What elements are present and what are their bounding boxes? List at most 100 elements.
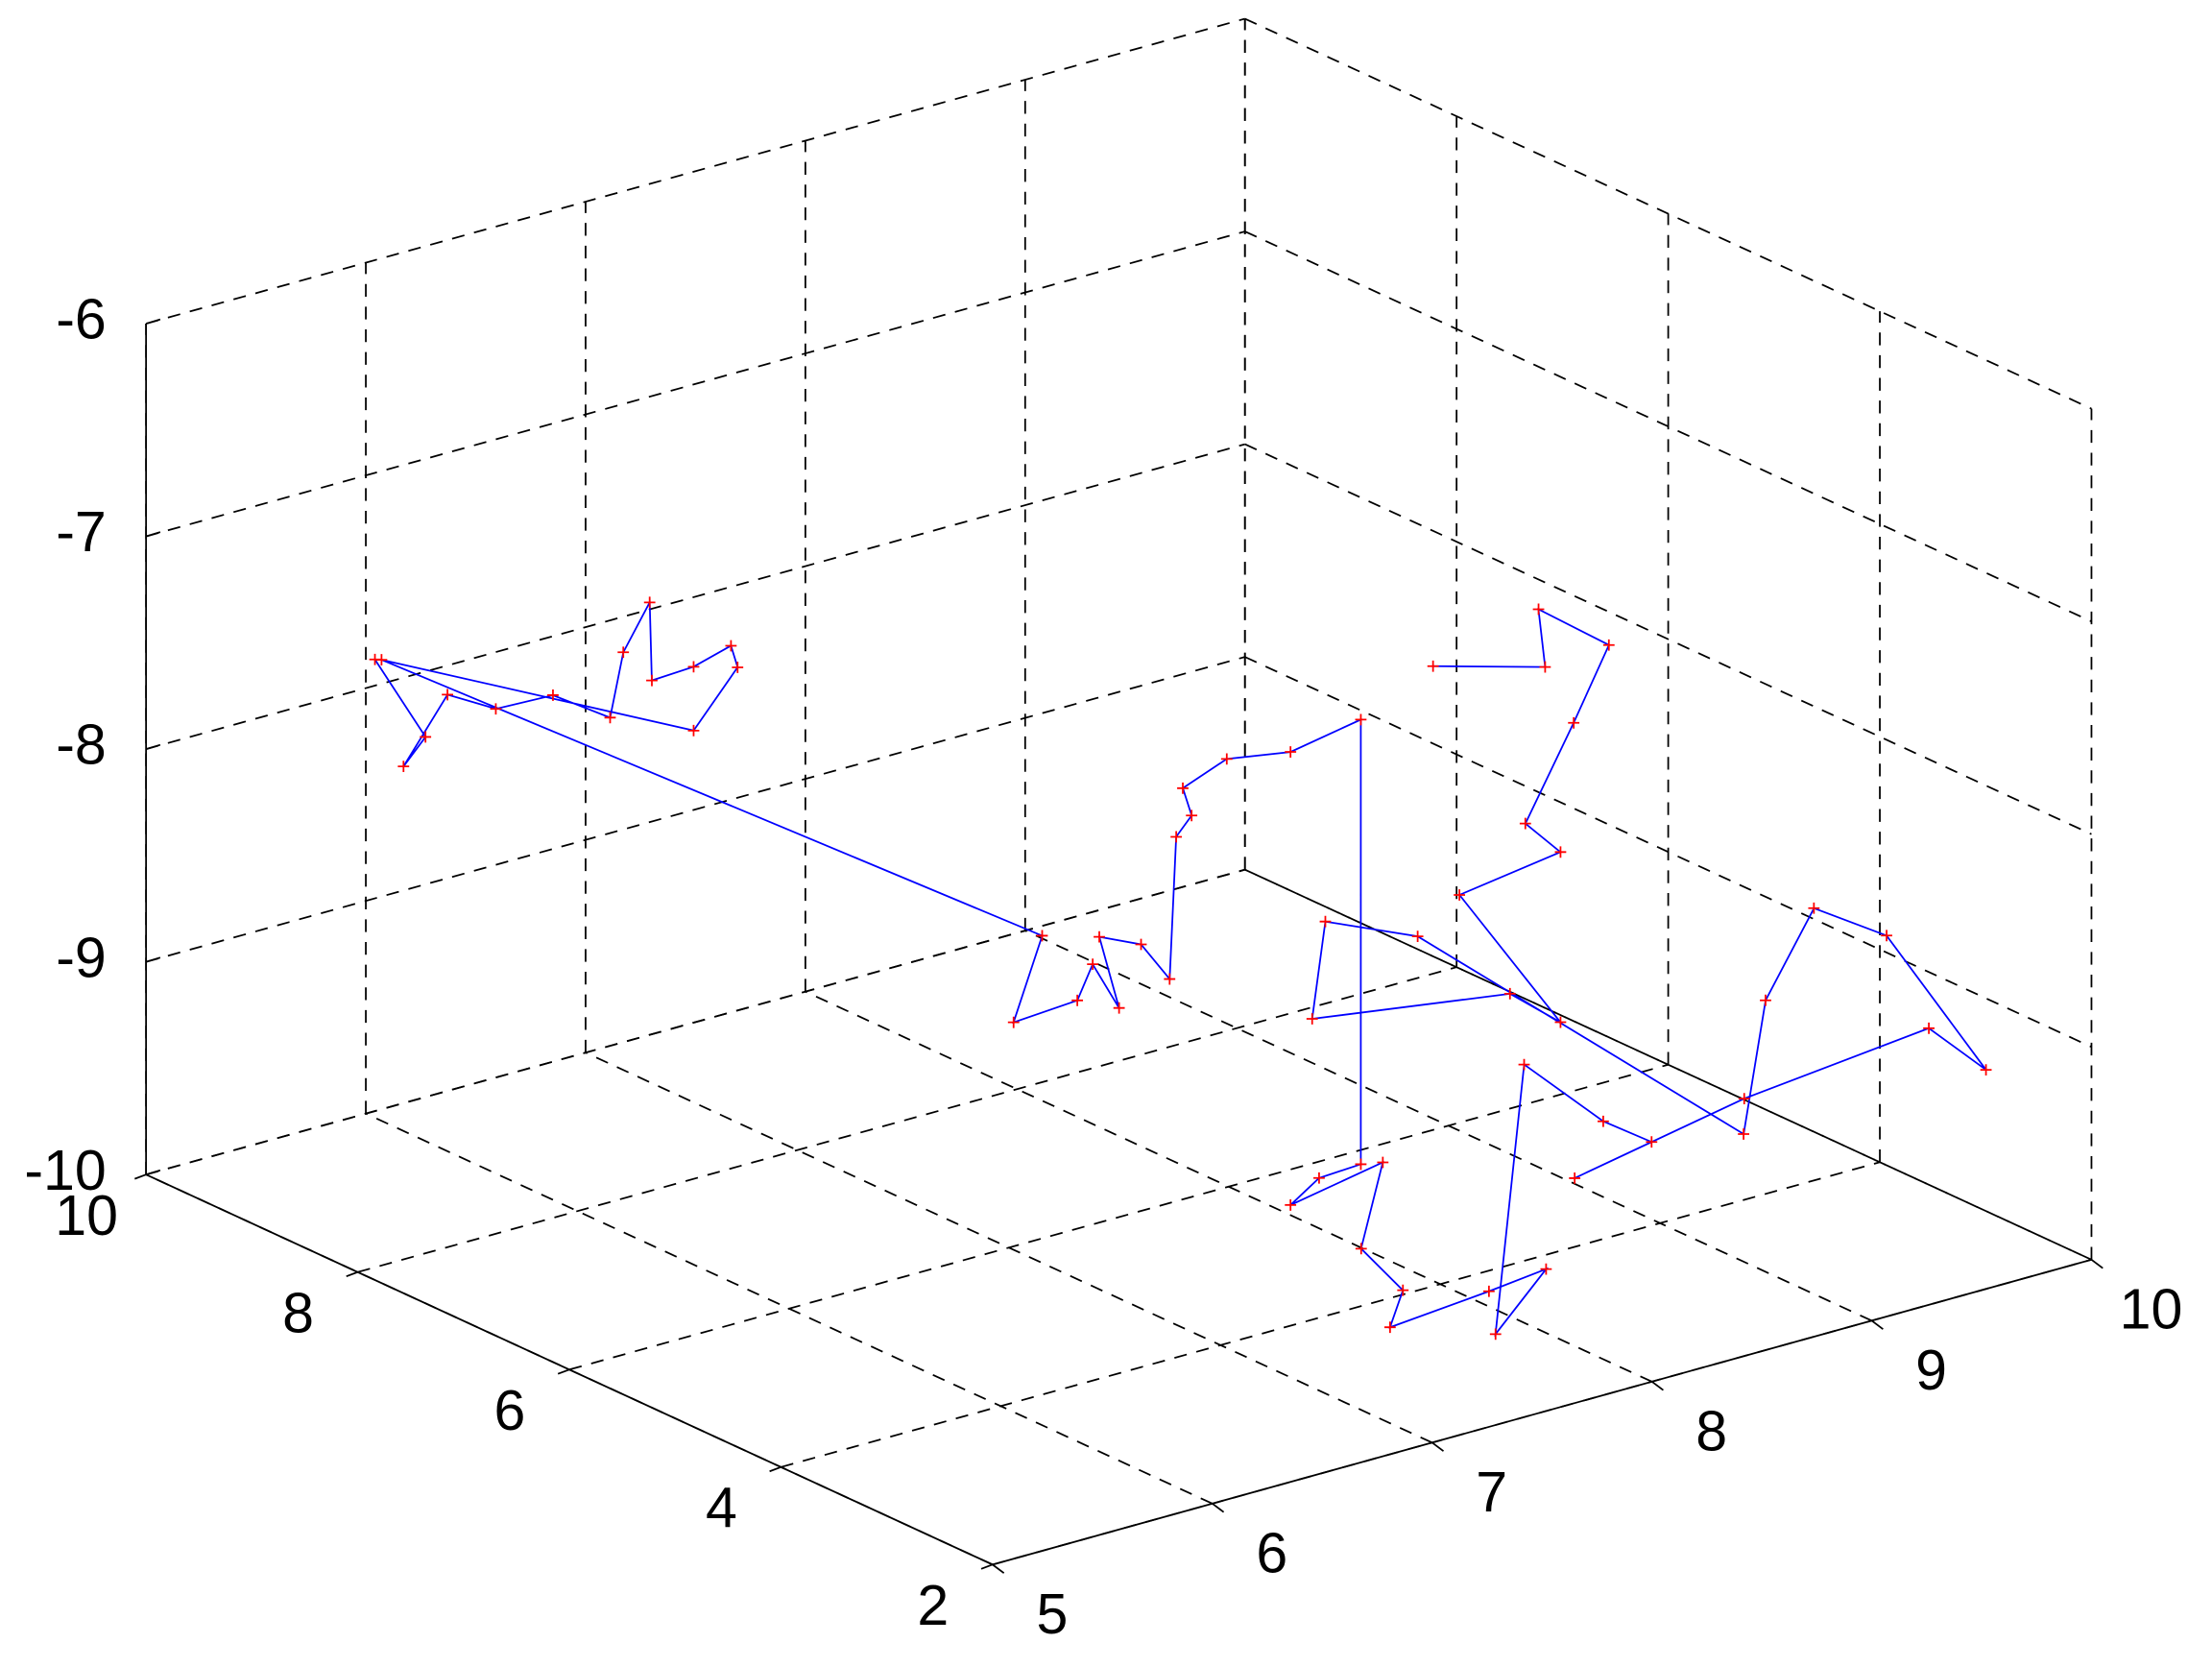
y-tick-label: 2: [917, 1574, 949, 1637]
data-point: [725, 640, 737, 652]
z-tick-label: -8: [56, 713, 107, 777]
data-point: [1539, 661, 1551, 673]
data-point: [1355, 713, 1367, 726]
data-point: [1094, 930, 1105, 943]
data-point: [1760, 994, 1771, 1006]
x-tick-label: 9: [1915, 1339, 1947, 1402]
data-point: [1569, 1172, 1581, 1184]
data-point: [1087, 958, 1099, 971]
data-point: [687, 724, 700, 737]
z-tick-label: -10: [24, 1139, 106, 1202]
x-tick: [2090, 1259, 2104, 1269]
data-point: [1007, 1016, 1020, 1028]
data-point: [732, 662, 744, 673]
grid-line: [145, 443, 1245, 750]
grid-line: [357, 966, 1457, 1273]
z-tick: [145, 956, 161, 963]
data-point: [442, 689, 453, 701]
data-point: [1568, 716, 1580, 729]
x-tick-label: 6: [1256, 1522, 1287, 1585]
y-tick: [980, 1563, 994, 1570]
grid-line: [145, 230, 1245, 538]
data-point: [687, 661, 700, 673]
data-point: [1427, 660, 1439, 672]
data-point: [397, 761, 410, 773]
data-point: [604, 712, 616, 724]
grid-line: [145, 868, 1245, 1176]
grid-line: [1244, 868, 2092, 1261]
grid-line: [1244, 656, 2092, 1049]
data-point: [1602, 639, 1615, 651]
grid-line: [781, 1161, 1881, 1468]
data-point: [1489, 1328, 1502, 1341]
grid-line: [145, 17, 1245, 325]
data-point: [1306, 1013, 1318, 1025]
data-point: [1980, 1064, 1992, 1076]
data-point: [1482, 1285, 1495, 1297]
data-point: [1411, 930, 1424, 943]
data-point: [1503, 987, 1516, 1000]
data-point: [1518, 1058, 1530, 1071]
x-tick: [1871, 1319, 1884, 1330]
data-point: [1646, 1136, 1658, 1148]
grid-line: [568, 1063, 1669, 1371]
data-point: [1170, 831, 1183, 843]
data-point: [1285, 1199, 1297, 1211]
x-tick: [1212, 1503, 1225, 1513]
z-tick-label: -9: [56, 926, 107, 989]
x-tick-label: 10: [2120, 1278, 2183, 1341]
grid-line: [1244, 443, 2092, 835]
data-point: [1319, 915, 1332, 928]
data-point: [646, 674, 658, 687]
data-point: [1397, 1284, 1409, 1296]
z-tick: [145, 318, 161, 325]
y-tick: [769, 1465, 781, 1473]
data-point: [1738, 1093, 1750, 1105]
z-tick-label: -7: [56, 500, 107, 564]
data-point: [1738, 1128, 1750, 1140]
data-point: [1355, 1158, 1367, 1171]
data-point: [1355, 1243, 1367, 1255]
data-point: [1071, 994, 1084, 1006]
data-point: [1285, 746, 1297, 758]
data-point: [490, 703, 502, 715]
x-tick-label: 8: [1695, 1400, 1727, 1463]
data-point: [1554, 1016, 1567, 1028]
data-point: [1186, 809, 1198, 822]
data-point: [1808, 902, 1820, 914]
data-line: [373, 598, 1987, 1338]
y-tick-label: 8: [282, 1282, 314, 1345]
x-tick: [992, 1563, 1005, 1574]
data-point: [1377, 1156, 1389, 1169]
data-point: [1220, 753, 1233, 765]
data-point: [420, 731, 432, 743]
y-tick: [557, 1368, 570, 1375]
y-axis: [145, 1173, 994, 1566]
data-point: [1036, 930, 1048, 942]
y-tick: [346, 1270, 358, 1277]
data-point: [1177, 782, 1189, 794]
data-point: [1881, 930, 1892, 942]
data-point: [1164, 973, 1176, 985]
data-point: [1454, 889, 1466, 901]
grid-line: [145, 656, 1245, 963]
z-tick-label: -6: [56, 288, 107, 351]
x-tick: [1651, 1381, 1664, 1391]
data-point: [1554, 846, 1567, 858]
z-tick: [145, 531, 161, 538]
data-point: [1532, 603, 1545, 616]
data-point: [1540, 1263, 1552, 1275]
data-point: [1313, 1172, 1325, 1184]
x-tick: [1431, 1441, 1445, 1452]
data-point: [375, 654, 388, 665]
data-point: [643, 596, 656, 609]
data-point: [1923, 1022, 1935, 1034]
data-point: [547, 689, 559, 701]
x-tick-label: 7: [1476, 1461, 1507, 1524]
z-tick: [145, 1169, 161, 1176]
data-point: [1113, 1002, 1125, 1014]
z-tick: [145, 743, 161, 750]
data-point: [1135, 938, 1147, 951]
